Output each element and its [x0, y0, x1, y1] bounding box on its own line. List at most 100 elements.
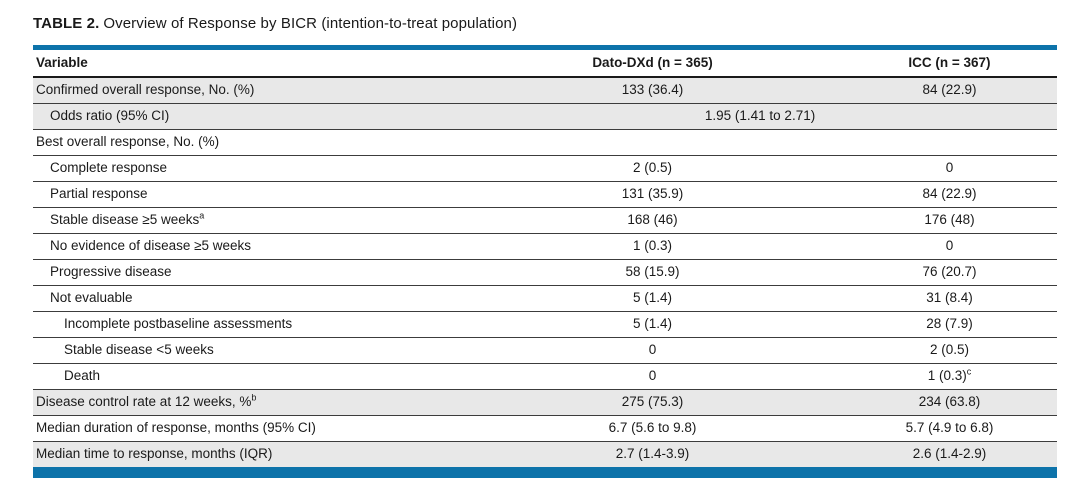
top-accent-bar	[33, 45, 1057, 50]
dato-value: 5 (1.4)	[633, 316, 673, 331]
icc-value-cell: 5.7 (4.9 to 6.8)	[841, 415, 1057, 442]
variable-cell: Best overall response, No. (%)	[33, 129, 464, 156]
icc-value: 84 (22.9)	[922, 186, 977, 201]
icc-value-cell: 76 (20.7)	[841, 259, 1057, 286]
variable-label: Stable disease <5 weeks	[64, 342, 214, 357]
variable-label: Disease control rate at 12 weeks, %	[36, 394, 252, 409]
variable-label: Death	[64, 368, 101, 383]
variable-label: No evidence of disease ≥5 weeks	[50, 238, 252, 253]
variable-label: Median time to response, months (IQR)	[36, 446, 273, 461]
table-row: Disease control rate at 12 weeks, %b 275 …	[33, 389, 1057, 416]
table-row: Confirmed overall response, No. (%) 133 (…	[33, 77, 1057, 104]
icc-value-cell: 2 (0.5)	[841, 337, 1057, 364]
variable-label: Best overall response, No. (%)	[36, 134, 220, 149]
footnote-marker: b	[251, 392, 257, 403]
variable-cell: Stable disease ≥5 weeksa	[33, 207, 464, 234]
variable-cell: Disease control rate at 12 weeks, %b	[33, 389, 464, 416]
variable-label: Confirmed overall response, No. (%)	[36, 82, 255, 97]
icc-value-cell	[841, 129, 1057, 156]
variable-label: Median duration of response, months (95%…	[36, 420, 316, 435]
dato-value-cell: 131 (35.9)	[463, 181, 842, 208]
icc-value-cell: 234 (63.8)	[841, 389, 1057, 416]
icc-value: 0	[945, 238, 954, 253]
dato-value: 2 (0.5)	[633, 160, 673, 175]
column-header-variable: Variable	[33, 50, 464, 78]
variable-cell: Complete response	[33, 155, 464, 182]
table-row: Odds ratio (95% CI) 1.95 (1.41 to 2.71)	[33, 103, 1057, 130]
icc-value: 5.7 (4.9 to 6.8)	[905, 420, 994, 435]
icc-value: 31 (8.4)	[926, 290, 973, 305]
icc-value-cell: 1 (0.3)c	[841, 363, 1057, 390]
table-row: Progressive disease 58 (15.9) 76 (20.7)	[33, 259, 1057, 286]
dato-value-cell: 5 (1.4)	[463, 311, 842, 338]
dato-value: 0	[648, 342, 657, 357]
variable-label: Stable disease ≥5 weeks	[50, 212, 200, 227]
icc-value: 1 (0.3)	[927, 368, 967, 383]
table-row: Complete response 2 (0.5) 0	[33, 155, 1057, 182]
dato-value: 131 (35.9)	[621, 186, 684, 201]
dato-value-cell: 168 (46)	[463, 207, 842, 234]
variable-cell: Partial response	[33, 181, 464, 208]
dato-value: 275 (75.3)	[621, 394, 684, 409]
table-title: TABLE 2. Overview of Response by BICR (in…	[33, 14, 1057, 34]
icc-value: 234 (63.8)	[918, 394, 981, 409]
variable-label: Incomplete postbaseline assessments	[64, 316, 293, 331]
dato-value: 0	[648, 368, 657, 383]
icc-value: 28 (7.9)	[926, 316, 973, 331]
variable-label: Not evaluable	[50, 290, 133, 305]
icc-value-cell: 84 (22.9)	[841, 181, 1057, 208]
dato-value: 133 (36.4)	[621, 82, 684, 97]
variable-cell: Median time to response, months (IQR)	[33, 442, 463, 468]
variable-cell: Death	[33, 363, 464, 390]
icc-value: 76 (20.7)	[922, 264, 977, 279]
table-row: Best overall response, No. (%)	[33, 129, 1057, 156]
icc-value-cell: 176 (48)	[841, 207, 1057, 234]
dato-value: 58 (15.9)	[625, 264, 680, 279]
dato-value-cell: 275 (75.3)	[463, 389, 842, 416]
response-table: Variable Dato-DXd (n = 365) ICC (n = 367…	[33, 50, 1057, 467]
table-row: No evidence of disease ≥5 weeks 1 (0.3) 0	[33, 233, 1057, 260]
dato-value: 6.7 (5.6 to 9.8)	[608, 420, 697, 435]
table-row: Median duration of response, months (95%…	[33, 415, 1057, 442]
icc-value-cell: 0	[841, 155, 1057, 182]
merged-value-cell: 1.95 (1.41 to 2.71)	[463, 103, 1057, 130]
variable-cell: Incomplete postbaseline assessments	[33, 311, 464, 338]
variable-label: Odds ratio (95% CI)	[50, 108, 170, 123]
table-row: Stable disease ≥5 weeksa 168 (46) 176 (48)	[33, 207, 1057, 234]
icc-value: 2 (0.5)	[929, 342, 969, 357]
variable-cell: Median duration of response, months (95%…	[33, 415, 464, 442]
table-body: Confirmed overall response, No. (%) 133 (…	[33, 77, 1057, 467]
table-row: Incomplete postbaseline assessments 5 (1.…	[33, 311, 1057, 338]
variable-cell: Not evaluable	[33, 285, 464, 312]
table-row: Partial response 131 (35.9) 84 (22.9)	[33, 181, 1057, 208]
icc-value: 0	[945, 160, 954, 175]
dato-value-cell: 0	[463, 337, 842, 364]
footnote-marker: a	[199, 210, 205, 221]
icc-value-cell: 31 (8.4)	[841, 285, 1057, 312]
table-row: Median time to response, months (IQR) 2.7…	[33, 441, 1057, 468]
dato-value-cell: 1 (0.3)	[463, 233, 842, 260]
icc-value-cell: 0	[841, 233, 1057, 260]
table-title-text: Overview of Response by BICR (intention-…	[103, 15, 518, 32]
icc-value: 2.6 (1.4-2.9)	[912, 446, 987, 461]
icc-value-cell: 84 (22.9)	[841, 77, 1057, 104]
dato-value: 5 (1.4)	[633, 290, 673, 305]
icc-value-cell: 2.6 (1.4-2.9)	[842, 442, 1057, 468]
dato-value-cell	[463, 129, 842, 156]
variable-cell: Stable disease <5 weeks	[33, 337, 464, 364]
table-header: Variable Dato-DXd (n = 365) ICC (n = 367…	[33, 50, 1057, 78]
dato-value-cell: 2 (0.5)	[463, 155, 842, 182]
dato-value: 1 (0.3)	[633, 238, 673, 253]
variable-cell: Progressive disease	[33, 259, 464, 286]
dato-value-cell: 58 (15.9)	[463, 259, 842, 286]
variable-cell: Confirmed overall response, No. (%)	[33, 77, 464, 104]
variable-cell: Odds ratio (95% CI)	[33, 103, 464, 130]
dato-value-cell: 6.7 (5.6 to 9.8)	[463, 415, 842, 442]
bottom-accent-bar	[33, 467, 1057, 478]
column-header-dato-dxd: Dato-DXd (n = 365)	[463, 50, 842, 78]
dato-value: 2.7 (1.4-3.9)	[615, 446, 690, 461]
table-row: Not evaluable 5 (1.4) 31 (8.4)	[33, 285, 1057, 312]
variable-label: Complete response	[50, 160, 168, 175]
icc-value: 84 (22.9)	[922, 82, 977, 97]
icc-value: 176 (48)	[924, 212, 975, 227]
